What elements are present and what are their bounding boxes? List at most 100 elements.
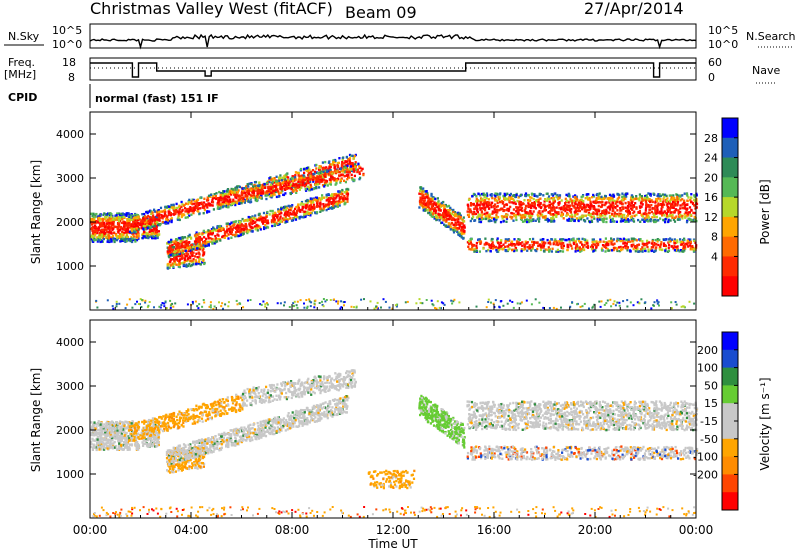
data-point [262, 186, 264, 188]
data-point [609, 200, 611, 202]
data-point [142, 217, 144, 219]
data-point [483, 196, 485, 198]
data-point [152, 211, 154, 213]
data-point [319, 203, 321, 205]
data-point [499, 201, 501, 203]
data-point [262, 221, 264, 223]
data-point [653, 215, 655, 217]
data-point [332, 161, 334, 163]
data-point [220, 204, 222, 206]
data-point [143, 225, 145, 227]
data-point [662, 206, 664, 208]
data-point [284, 212, 286, 214]
data-point [115, 234, 117, 236]
data-point [479, 218, 481, 220]
data-point [531, 193, 533, 195]
data-point [667, 211, 669, 213]
data-point [690, 201, 692, 203]
data-point [181, 256, 183, 258]
data-point [94, 233, 96, 235]
data-point [343, 175, 345, 177]
data-point [490, 204, 492, 206]
data-point [461, 228, 463, 230]
data-point [199, 207, 201, 209]
data-point [648, 212, 650, 214]
data-point [177, 260, 179, 262]
data-point [116, 214, 118, 216]
data-point [276, 176, 278, 178]
data-point [510, 193, 512, 195]
data-point [188, 211, 190, 213]
data-point [482, 194, 484, 196]
data-point [208, 195, 210, 197]
data-point [434, 198, 436, 200]
data-point [107, 219, 109, 221]
data-point [632, 212, 634, 214]
data-point [617, 201, 619, 203]
data-point [128, 218, 130, 220]
data-point [189, 234, 191, 236]
data-point [681, 198, 683, 200]
data-point [475, 195, 477, 197]
data-point [90, 219, 92, 221]
data-point [189, 206, 191, 208]
data-point [476, 203, 478, 205]
data-point [311, 188, 313, 190]
data-point [297, 184, 299, 186]
data-point [538, 218, 540, 220]
data-point [150, 233, 152, 235]
data-point [158, 223, 160, 225]
data-point [473, 211, 475, 213]
data-point [116, 217, 118, 219]
data-point [350, 165, 352, 167]
data-point [464, 226, 466, 228]
data-point [266, 190, 268, 192]
data-point [659, 195, 661, 197]
data-point [512, 195, 514, 197]
data-point [333, 196, 335, 198]
data-point [486, 205, 488, 207]
data-point [137, 216, 139, 218]
data-point [196, 256, 198, 258]
data-point [303, 168, 305, 170]
data-point [341, 163, 343, 165]
data-point [305, 188, 307, 190]
data-point [599, 192, 601, 194]
data-point [429, 213, 431, 215]
data-point [91, 213, 93, 215]
data-point [235, 226, 237, 228]
data-point [224, 232, 226, 234]
data-point [194, 234, 196, 236]
data-point [136, 227, 138, 229]
data-point [530, 210, 532, 212]
data-point [481, 216, 483, 218]
data-point [206, 206, 208, 208]
data-point [547, 193, 549, 195]
data-point [255, 227, 257, 229]
data-point [485, 194, 487, 196]
data-point [339, 198, 341, 200]
data-point [252, 217, 254, 219]
data-point [349, 171, 351, 173]
data-point [113, 232, 115, 234]
data-point [591, 196, 593, 198]
data-point [312, 169, 314, 171]
data-point [646, 196, 648, 198]
data-point [320, 175, 322, 177]
data-point [204, 209, 206, 211]
data-point [435, 203, 437, 205]
data-point [233, 194, 235, 196]
data-point [257, 229, 259, 231]
data-point [674, 220, 676, 222]
data-point [440, 205, 442, 207]
data-point [219, 239, 221, 241]
data-point [104, 226, 106, 228]
data-point [333, 207, 335, 209]
data-point [634, 215, 636, 217]
data-point [290, 205, 292, 207]
data-point [608, 212, 610, 214]
data-point [469, 208, 471, 210]
data-point [481, 210, 483, 212]
data-point [422, 187, 424, 189]
data-point [302, 203, 304, 205]
